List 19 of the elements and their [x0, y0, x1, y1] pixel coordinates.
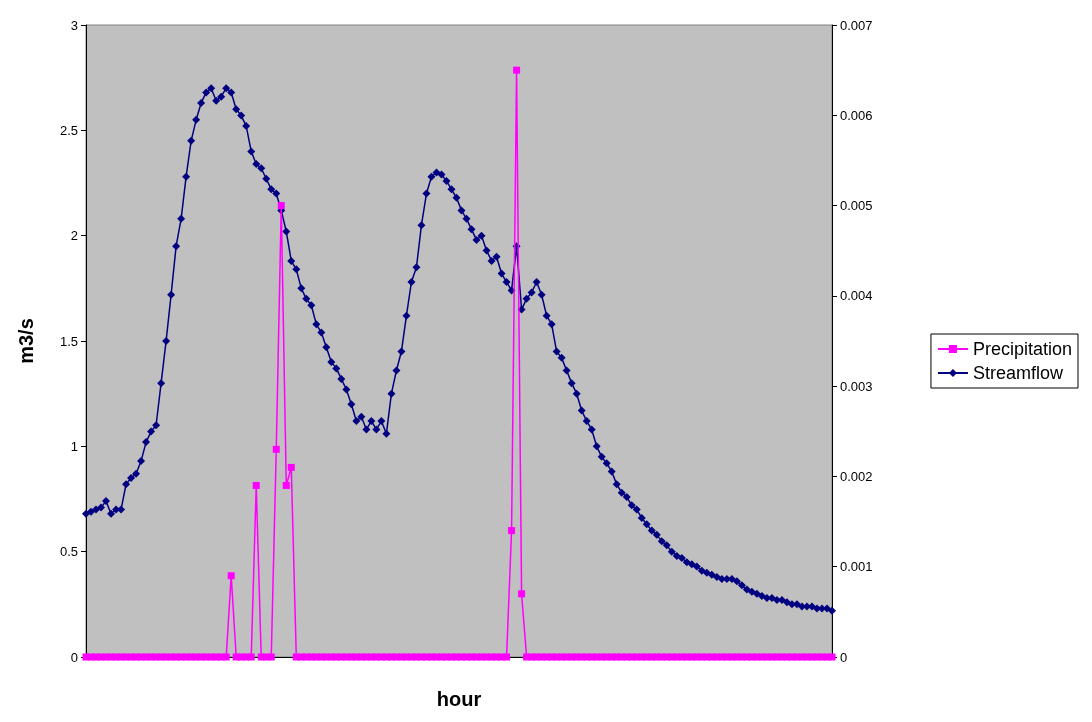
x-axis-title: hour: [436, 688, 482, 710]
y2-tick-label: 0.006: [840, 107, 873, 123]
legend-label: Precipitation: [972, 339, 1073, 359]
y-tick-label: 1: [70, 438, 78, 454]
y2-tick-label: 0.003: [840, 378, 873, 394]
y-tick-label: 3: [70, 17, 78, 33]
y-tick-label: 0: [70, 649, 78, 665]
y2-tick-label: 0.004: [840, 288, 873, 304]
y2-tick-label: 0.005: [840, 198, 873, 214]
y-tick-label: 2: [70, 228, 78, 244]
y-tick-label: 0.5: [59, 544, 78, 560]
y2-tick-label: 0.001: [840, 559, 873, 575]
y-tick-label: 2.5: [59, 122, 78, 138]
y2-tick-label: 0: [840, 649, 848, 665]
y-axis-title: m3/s: [15, 318, 37, 364]
y2-tick-label: 0.007: [840, 17, 873, 33]
y-tick-label: 1.5: [59, 333, 78, 349]
y2-tick-label: 0.002: [840, 468, 873, 484]
legend-label: Streamflow: [972, 363, 1064, 383]
